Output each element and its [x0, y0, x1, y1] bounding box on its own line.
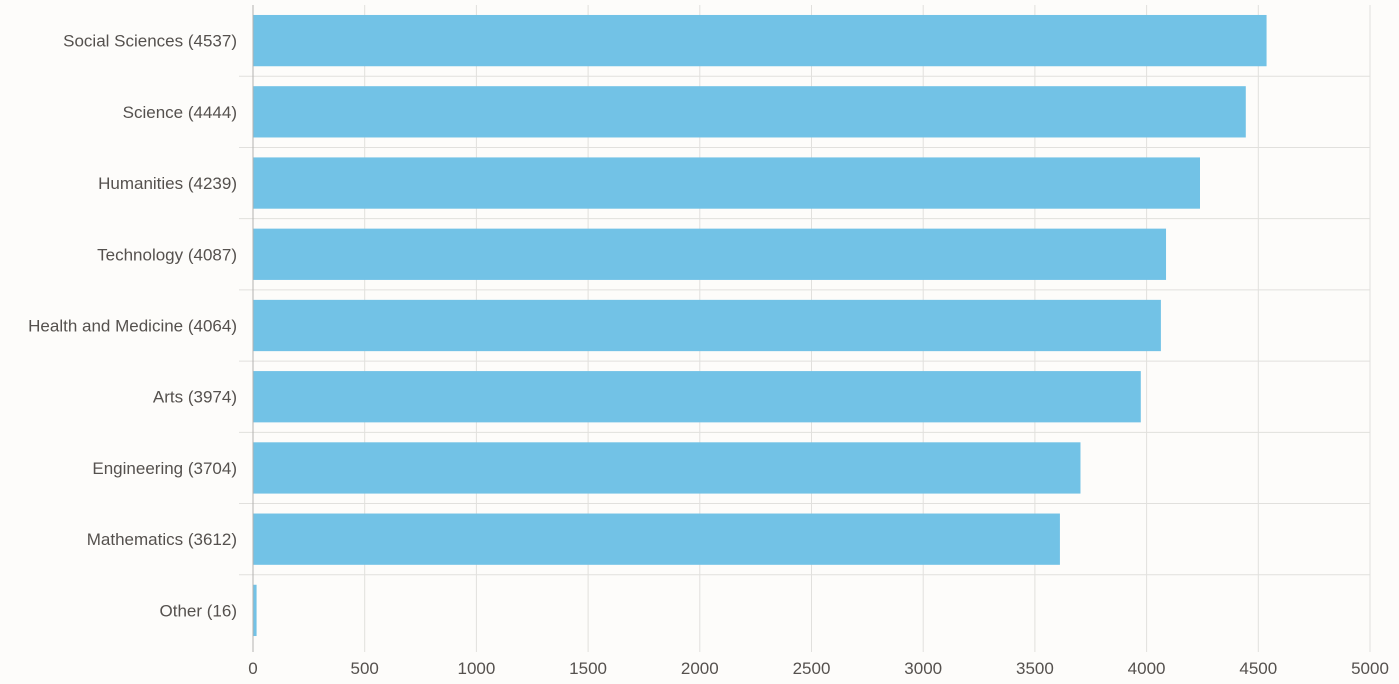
category-label: Engineering (3704): [92, 459, 237, 478]
bar: [253, 513, 1060, 565]
bar: [253, 157, 1200, 209]
bar: [253, 371, 1141, 423]
category-label: Other (16): [160, 601, 237, 620]
x-tick-label: 4000: [1128, 659, 1166, 678]
x-tick-label: 3500: [1016, 659, 1054, 678]
x-tick-label: 3000: [904, 659, 942, 678]
bar: [253, 299, 1161, 352]
x-tick-label: 0: [248, 659, 257, 678]
category-label: Technology (4087): [97, 245, 237, 264]
bar: [253, 14, 1267, 67]
x-tick-label: 500: [351, 659, 379, 678]
bar: [253, 86, 1246, 138]
category-label: Science (4444): [123, 103, 237, 122]
bar: [253, 584, 257, 637]
x-tick-label: 2000: [681, 659, 719, 678]
label-layer: 0 500 1000 1500 2000 2500 3000 3500 4000 4500 5000…: [28, 32, 1389, 678]
x-tick-label: 1000: [457, 659, 495, 678]
bar-layer: [253, 14, 1267, 637]
category-label: Humanities (4239): [98, 174, 237, 193]
x-tick-label: 5000: [1351, 659, 1389, 678]
x-tick-label: 4500: [1239, 659, 1277, 678]
bar: [253, 442, 1081, 494]
x-tick-label: 1500: [569, 659, 607, 678]
category-label: Mathematics (3612): [87, 530, 237, 549]
bar: [253, 228, 1167, 280]
category-label: Social Sciences (4537): [63, 32, 237, 51]
x-tick-label: 2500: [793, 659, 831, 678]
category-label: Arts (3974): [153, 388, 237, 407]
category-label: Health and Medicine (4064): [28, 317, 237, 336]
